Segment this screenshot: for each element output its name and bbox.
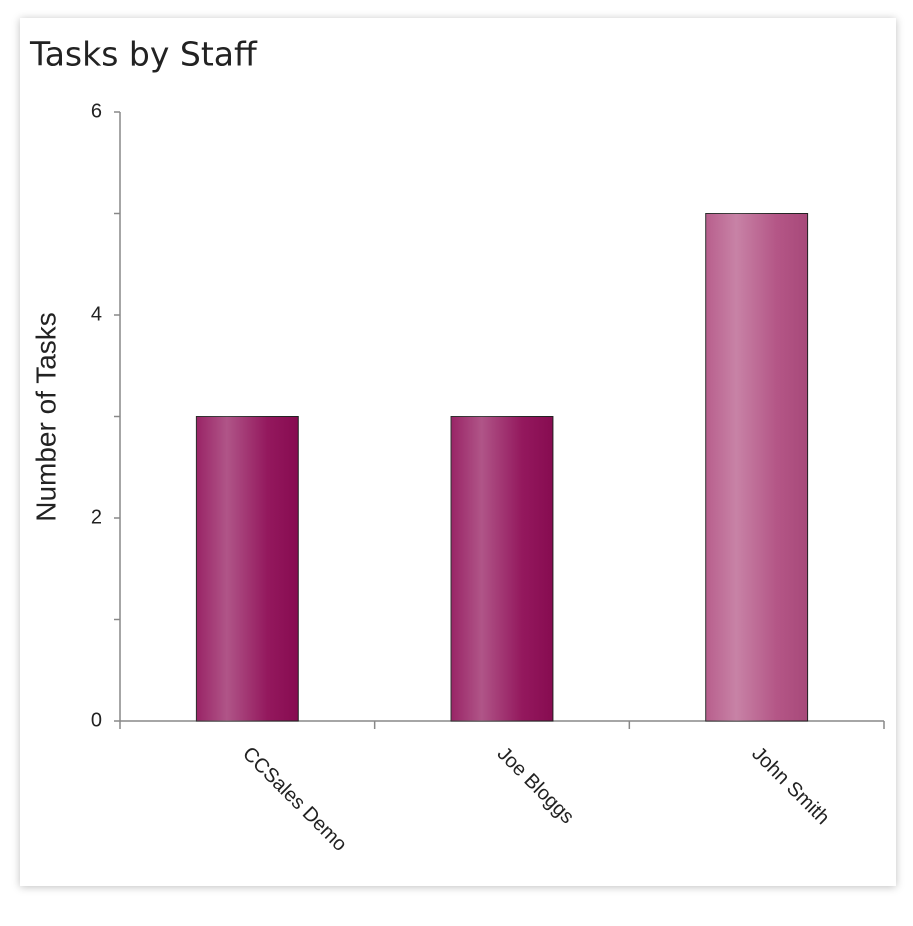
bar [705,213,809,722]
x-tick-label: John Smith [747,743,833,829]
y-tick-label: 4 [91,303,102,325]
y-tick-label: 0 [91,709,102,731]
y-axis-label: Number of Tasks [30,312,61,522]
bar [195,416,299,722]
y-tick-label: 6 [91,100,102,122]
chart-title: Tasks by Staff [29,35,258,74]
x-tick-label: CCSales Demo [238,743,351,856]
x-tick-label: Joe Bloggs [493,743,579,829]
y-tick-label: 2 [91,506,102,528]
bar [450,416,554,722]
